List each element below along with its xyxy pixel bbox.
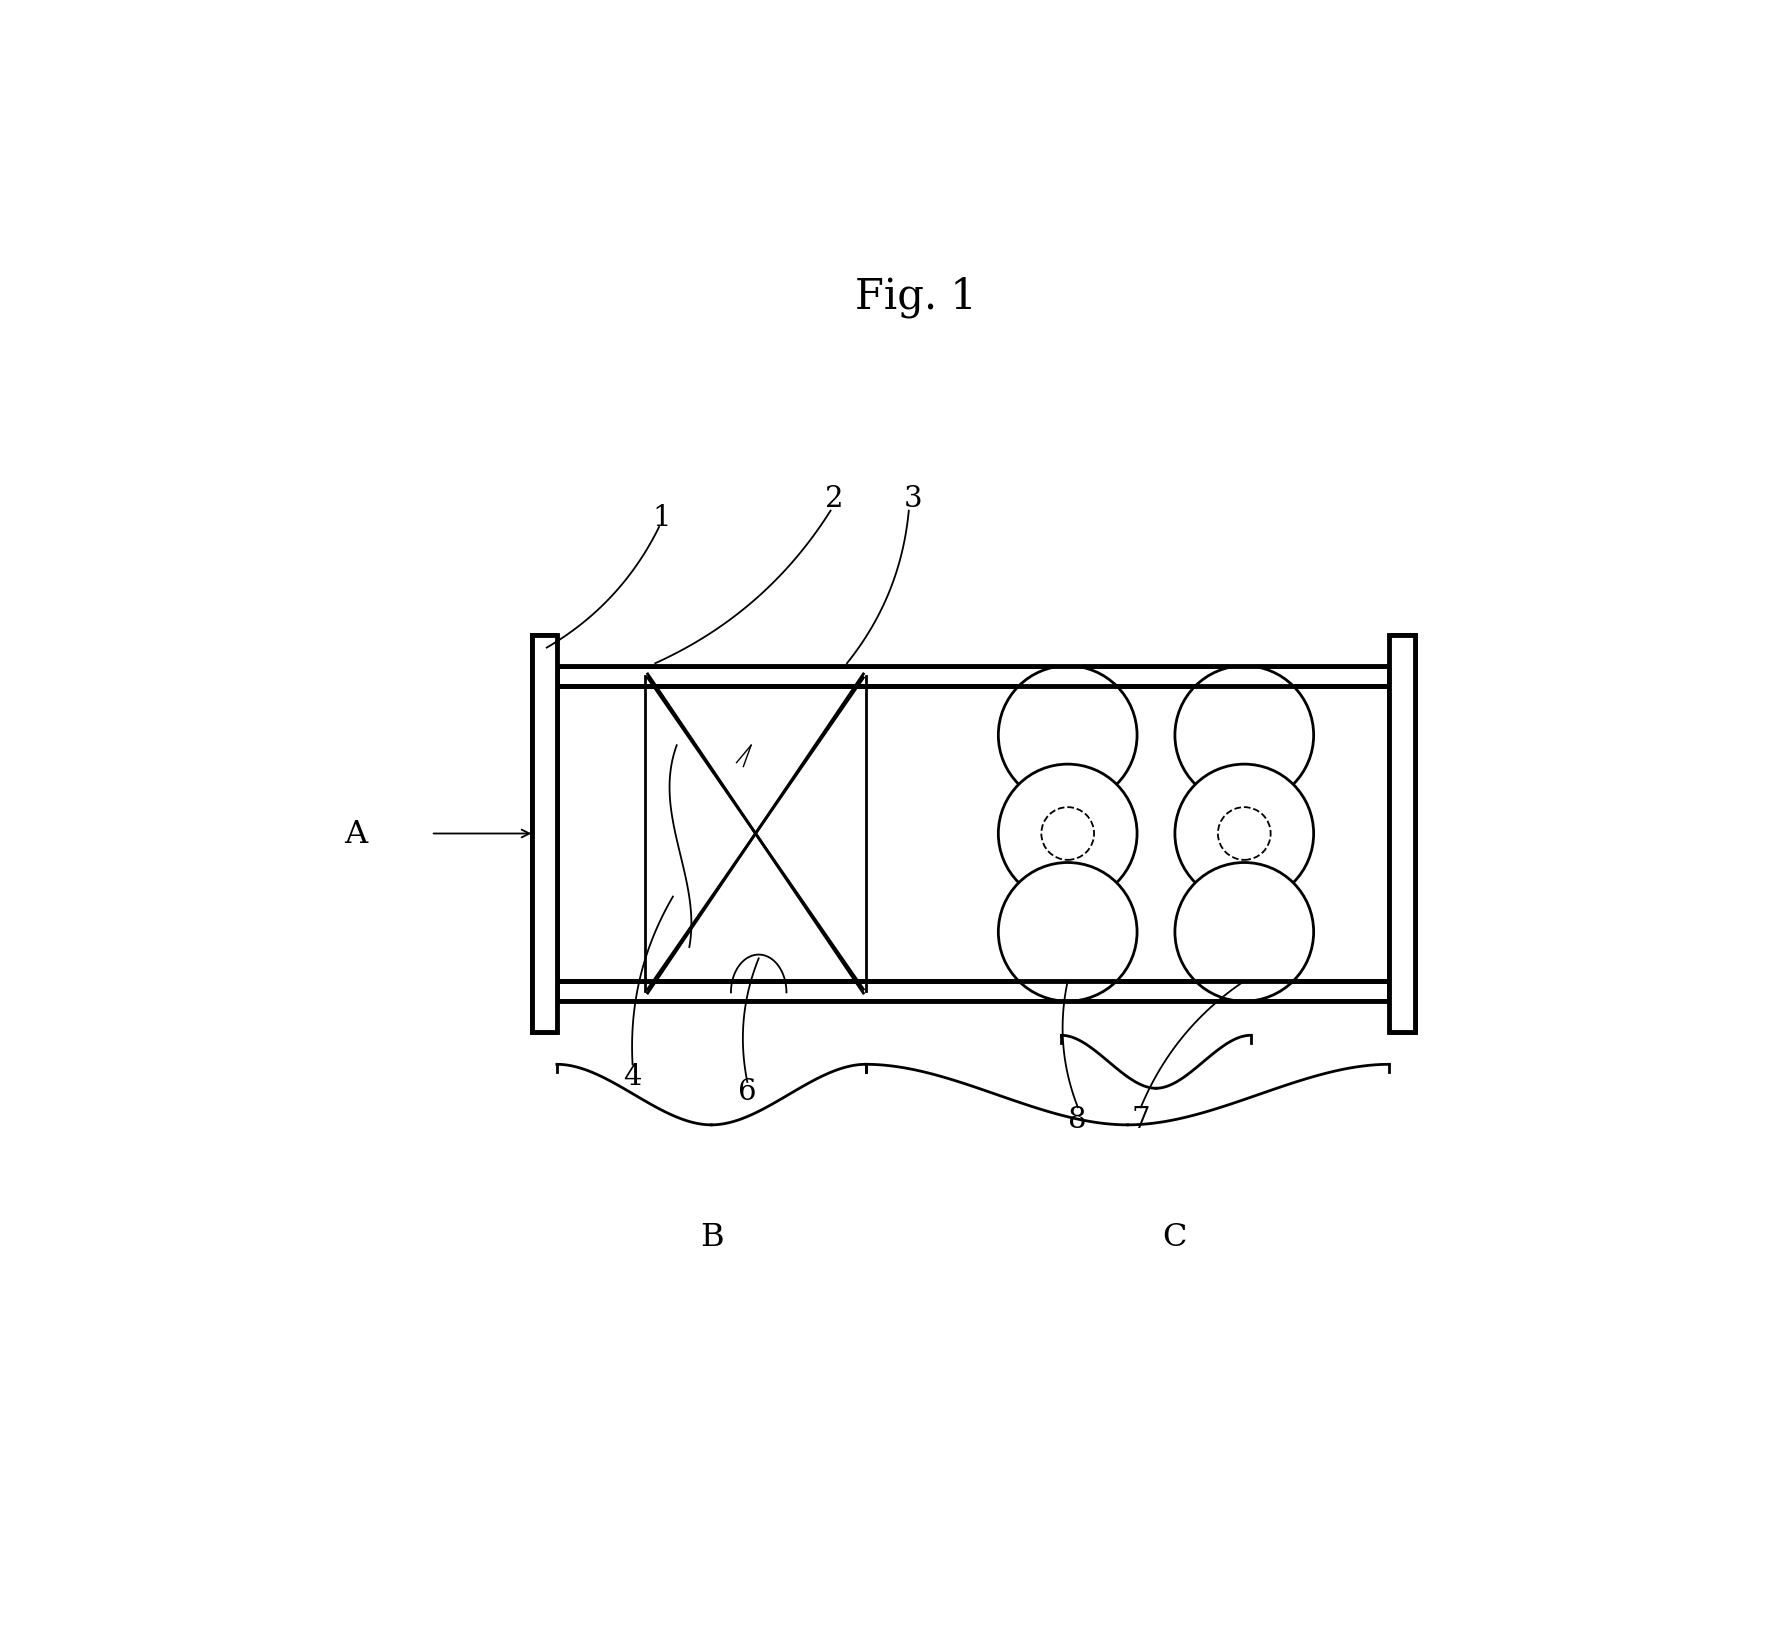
Text: 2: 2	[824, 485, 844, 513]
Circle shape	[998, 665, 1137, 804]
Bar	[531, 636, 556, 1032]
Text: Fig. 1: Fig. 1	[855, 277, 978, 318]
Text: B: B	[701, 1222, 724, 1253]
Text: 3: 3	[903, 485, 923, 513]
Bar	[1389, 636, 1414, 1032]
Text: 8: 8	[1069, 1106, 1087, 1133]
Bar	[556, 413, 1389, 665]
Circle shape	[1175, 763, 1314, 903]
Text: A: A	[345, 819, 368, 850]
Text: 6: 6	[738, 1078, 756, 1106]
Text: 7: 7	[1132, 1106, 1150, 1133]
Bar	[531, 636, 556, 1032]
Circle shape	[998, 763, 1137, 903]
Circle shape	[1175, 863, 1314, 1001]
Bar	[556, 1001, 1389, 1458]
Text: 1: 1	[653, 505, 670, 532]
Bar	[1389, 636, 1414, 1032]
Text: C: C	[1162, 1222, 1187, 1253]
Circle shape	[1175, 665, 1314, 804]
Text: 4: 4	[624, 1063, 642, 1091]
Circle shape	[998, 863, 1137, 1001]
